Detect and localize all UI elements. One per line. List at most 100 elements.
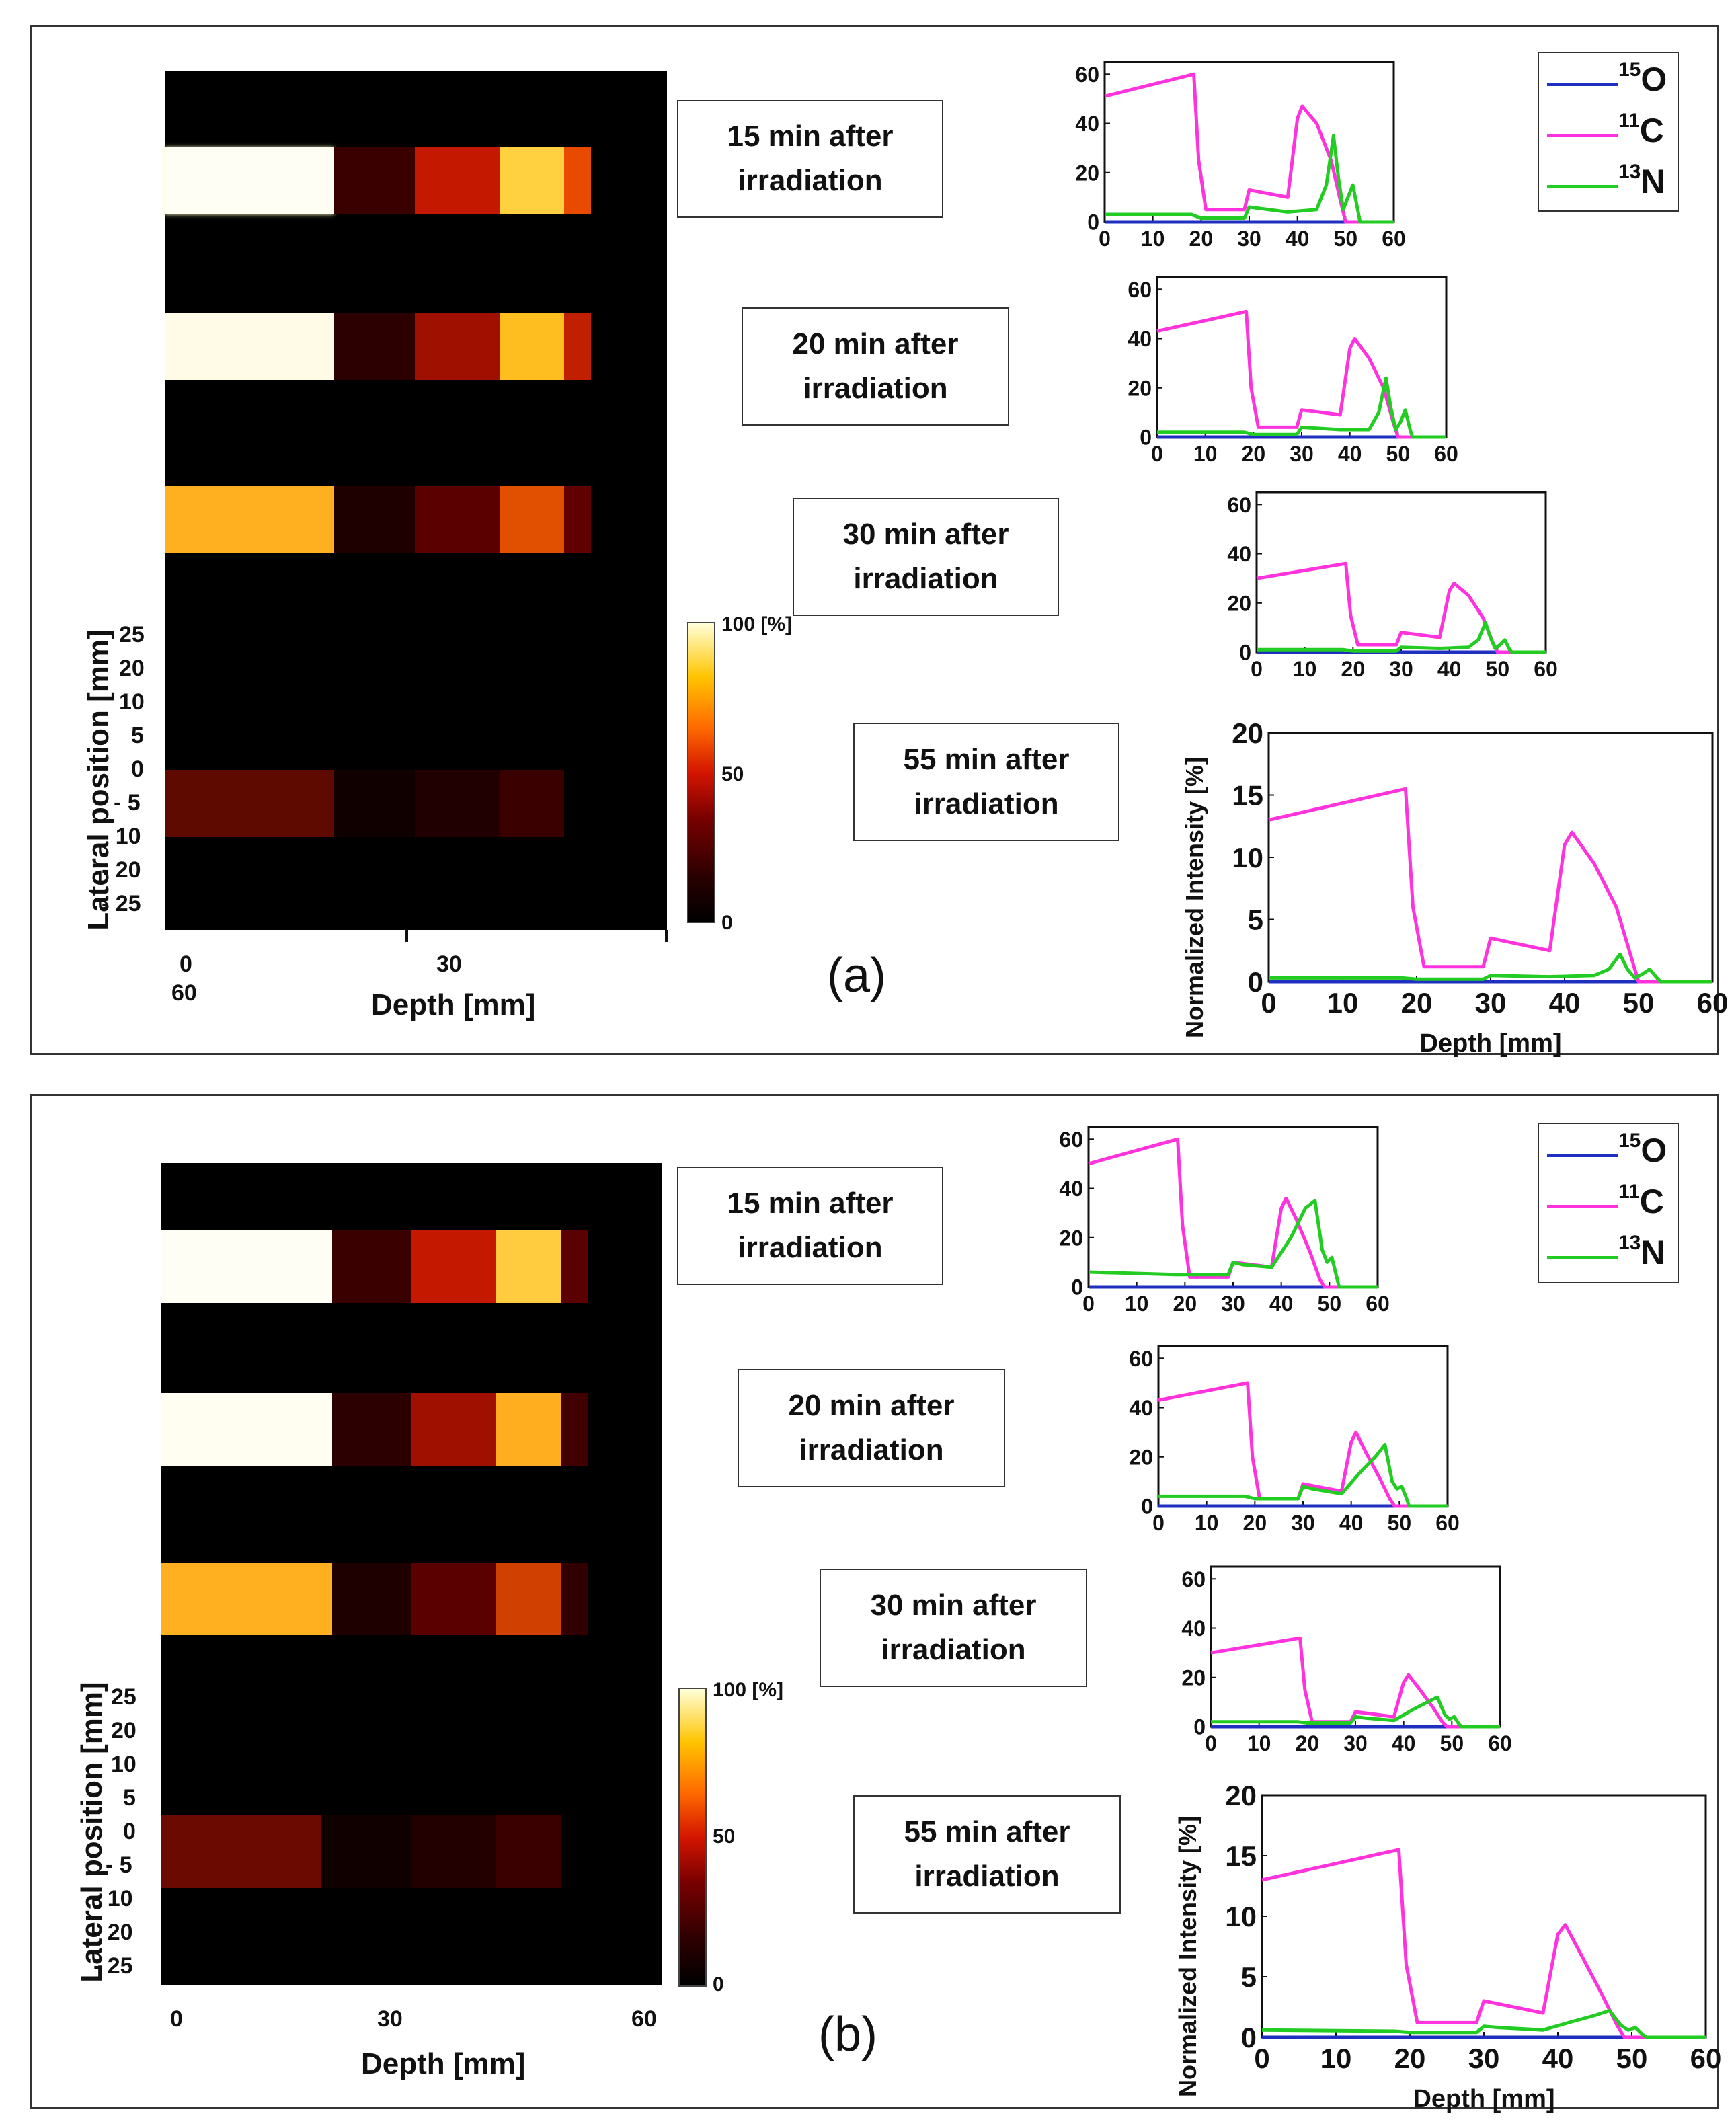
- time-label-line: 55 min after: [904, 1815, 1070, 1848]
- x-tick-label: 40: [1338, 442, 1362, 466]
- legend-swatch: [1547, 1154, 1618, 1157]
- x-tick-label: 20: [1394, 2043, 1426, 2074]
- x-tick-label: 40: [1339, 1511, 1364, 1535]
- x-tick-label: 30: [1237, 227, 1261, 251]
- time-label-line: 15 min after: [727, 1187, 894, 1220]
- x-tick: 60: [631, 2006, 657, 2032]
- profile-plot-b-30min: 0 10 20 30 40 50 60 0 20 40 60: [1181, 1565, 1512, 1756]
- y-tick-label: 0: [1071, 1275, 1083, 1300]
- x-tick-label: 40: [1286, 227, 1310, 251]
- profile-plot-a-30min: 0 10 20 30 40 50 60 0 20 40 60: [1227, 491, 1558, 681]
- x-tick-label: 30: [1475, 987, 1507, 1019]
- profile-plot-b-15min: 0 10 20 30 40 50 60 0 20 40 60: [1059, 1126, 1390, 1316]
- x-tick-label: 40: [1542, 2043, 1574, 2074]
- y-tick-label: 5: [1241, 1961, 1257, 1993]
- profile-plot-a-15min: 0 10 20 30 40 50 60 0 20 40 60: [1075, 61, 1406, 251]
- x-tick-label: 30: [1291, 1511, 1315, 1535]
- legend: 15O 11C 13N: [1538, 1123, 1679, 1283]
- y-tick-label: 40: [1181, 1616, 1206, 1641]
- legend-swatch: [1547, 185, 1618, 188]
- plot-frame: [1261, 1794, 1707, 2039]
- x-axis-title: Depth [mm]: [1419, 1029, 1561, 1058]
- x-tick-label: 30: [1343, 1731, 1368, 1756]
- time-label-30min: 30 min after irradiation: [793, 498, 1059, 616]
- x-tick-label: 50: [1386, 442, 1411, 466]
- y-tick: - 25: [93, 1953, 133, 1979]
- colorbar: [687, 622, 715, 923]
- y-tick: - 20: [102, 857, 141, 883]
- series-line-11C: [1268, 787, 1712, 984]
- y-tick-label: 60: [1227, 493, 1251, 517]
- legend-label: 13N: [1618, 161, 1665, 200]
- y-tick-label: 10: [1232, 842, 1263, 873]
- legend-item-11C: 11C: [1539, 108, 1678, 161]
- x-tick: 30: [377, 2006, 403, 2032]
- x-tick-label: 0: [1152, 1511, 1165, 1535]
- colorbar-min-label: 0: [721, 912, 733, 934]
- y-tick: 0: [131, 756, 144, 782]
- x-tick-label: 10: [1195, 1511, 1219, 1535]
- legend-item-15O: 15O: [1539, 1128, 1678, 1181]
- x-tick-label: 0: [1205, 1731, 1217, 1756]
- x-tick-label: 10: [1327, 987, 1359, 1019]
- x-tick-label: 60: [1382, 227, 1406, 251]
- x-tick-label: 50: [1334, 227, 1358, 251]
- legend-label: 11C: [1618, 110, 1664, 149]
- time-label-line: 30 min after: [842, 518, 1009, 551]
- colorbar-max-label: 100 [%]: [713, 1679, 784, 1701]
- x-tick-label: 50: [1388, 1511, 1412, 1535]
- legend-swatch: [1547, 1205, 1618, 1208]
- profile-plot-b-20min: 0 10 20 30 40 50 60 0 20 40 60: [1129, 1345, 1460, 1535]
- x-tick-label: 10: [1141, 227, 1165, 251]
- heatmap-band-15min: [165, 147, 667, 214]
- x-tick: 0: [170, 2006, 183, 2032]
- y-tick-label: 10: [1225, 1901, 1257, 1932]
- series-line-13N: [1105, 134, 1394, 224]
- x-tick-label: 40: [1437, 657, 1462, 681]
- x-tick-label: 50: [1318, 1292, 1342, 1316]
- y-tick: 10: [119, 689, 145, 715]
- heatmap-y-axis-title: Lateral position [mm]: [82, 629, 115, 931]
- legend-swatch: [1547, 1256, 1618, 1259]
- y-tick: 5: [123, 1785, 136, 1811]
- plot-frame: [1210, 1565, 1501, 1728]
- y-tick-label: 60: [1128, 278, 1152, 302]
- y-tick: 25: [119, 622, 145, 647]
- colorbar-min-label: 0: [713, 1973, 724, 1996]
- pet-heatmap-a: [165, 71, 667, 930]
- y-tick-label: 5: [1248, 904, 1263, 936]
- legend-swatch: [1547, 83, 1618, 86]
- time-label-line: 15 min after: [727, 120, 894, 153]
- series-line-11C: [1088, 1137, 1378, 1289]
- y-tick-label: 20: [1075, 161, 1099, 185]
- pet-heatmap-b: [161, 1163, 662, 1985]
- x-tick-label: 60: [1488, 1731, 1512, 1756]
- y-tick-label: 60: [1075, 63, 1099, 87]
- x-tick-label: 30: [1221, 1292, 1245, 1316]
- x-tick-label: 0: [1151, 442, 1163, 466]
- y-tick-label: 0: [1193, 1715, 1206, 1739]
- legend-label: 15O: [1618, 58, 1667, 98]
- series-line-13N: [1157, 376, 1446, 439]
- x-tick-label: 0: [1082, 1292, 1095, 1316]
- plot-frame: [1255, 491, 1547, 654]
- y-tick: - 5: [114, 790, 141, 816]
- series-line-13N: [1158, 1443, 1448, 1508]
- x-tick-label: 20: [1296, 1731, 1320, 1756]
- x-tick-label: 50: [1616, 2043, 1648, 2074]
- x-tick-label: 10: [1125, 1292, 1149, 1316]
- y-tick-label: 20: [1232, 717, 1263, 749]
- x-tick-label: 50: [1440, 1731, 1464, 1756]
- time-label-20min: 20 min after irradiation: [738, 1369, 1005, 1487]
- y-tick-label: 0: [1241, 2022, 1257, 2053]
- y-tick: 5: [131, 723, 144, 748]
- y-tick: 20: [111, 1718, 136, 1743]
- x-tick-label: 10: [1247, 1731, 1271, 1756]
- x-axis-title: Depth [mm]: [1413, 2085, 1554, 2113]
- heatmap-band-20min: [165, 313, 667, 380]
- series-line-11C: [1158, 1381, 1448, 1508]
- y-tick-label: 20: [1225, 1780, 1257, 1811]
- x-tick-label: 0: [1099, 227, 1111, 251]
- x-tick-label: 60: [1434, 442, 1458, 466]
- y-axis-title: Normalized Intensity [%]: [1181, 757, 1208, 1038]
